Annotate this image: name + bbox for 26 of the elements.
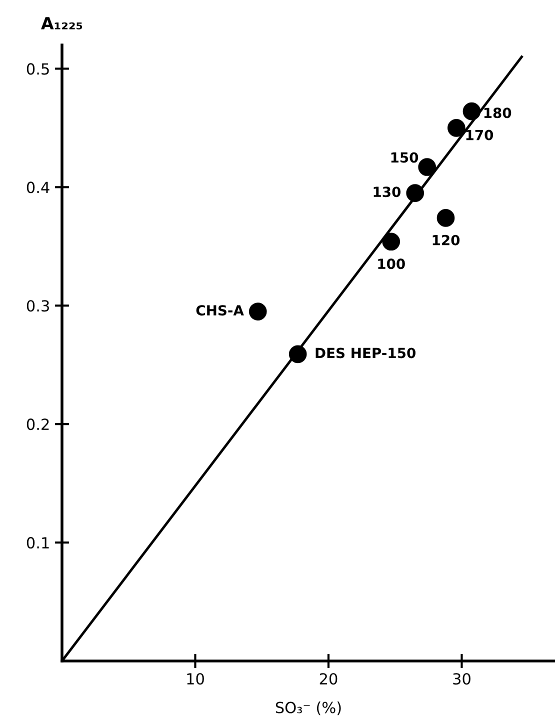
- point: [248, 302, 267, 320]
- point: [447, 119, 466, 137]
- annotation: CHS-A: [196, 305, 244, 316]
- y-tick-label: 0.5: [26, 63, 49, 75]
- annotation: 170: [466, 130, 494, 140]
- y-tick-label: 0.2: [26, 418, 49, 430]
- point: [406, 184, 424, 202]
- x-tick-label: 20: [320, 673, 338, 685]
- annotation: 130: [374, 186, 401, 198]
- x-tick-label: 10: [187, 673, 204, 685]
- x-axis-title: SO₃⁻ (%): [276, 701, 341, 716]
- point: [418, 158, 436, 176]
- annotation: 120: [432, 234, 460, 246]
- y-tick-label: 0.1: [26, 537, 49, 549]
- point: [382, 232, 400, 251]
- point: [288, 345, 307, 364]
- annotation: 100: [378, 258, 405, 270]
- point: [436, 209, 455, 227]
- y-tick-label: 0.4: [26, 182, 50, 194]
- y-axis-title: A₁₂₂₅: [41, 17, 82, 30]
- annotation: 150: [391, 152, 418, 163]
- point: [462, 102, 481, 120]
- annotation: 180: [484, 108, 512, 118]
- x-tick-label: 30: [453, 673, 470, 685]
- y-tick-label: 0.3: [26, 300, 49, 312]
- annotation: DES HEP-150: [316, 348, 416, 358]
